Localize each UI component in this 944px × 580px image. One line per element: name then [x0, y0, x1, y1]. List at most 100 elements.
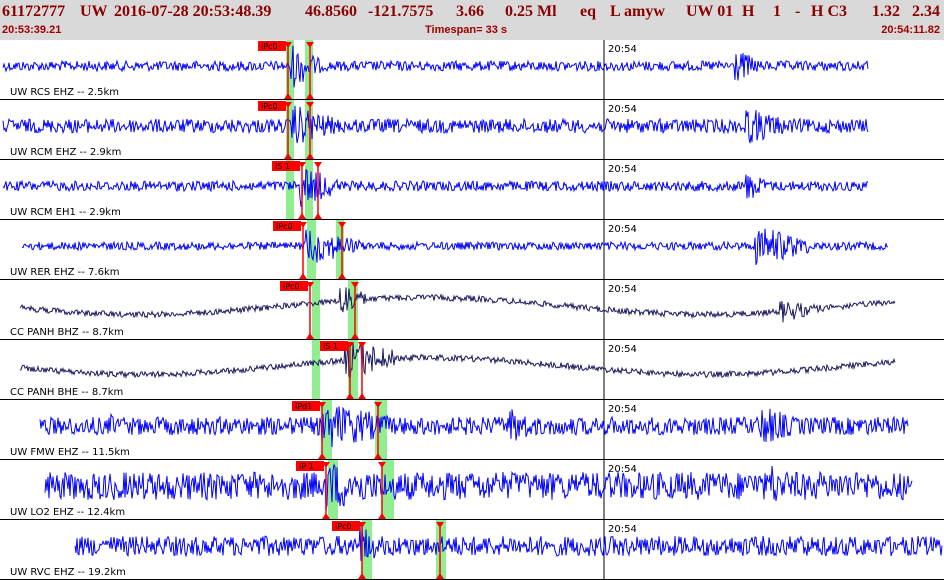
pick-window-band	[348, 340, 358, 400]
pick-arrow-icon	[374, 402, 382, 408]
event-id: 61172777	[2, 3, 66, 20]
pick-arrow-icon	[338, 273, 346, 279]
pick-arrow-icon	[306, 102, 314, 108]
seismogram-canvas[interactable]: iPc0 20:54 UW RCS EHZ -- 2.5km iPc0 20:54 UW …	[0, 40, 944, 580]
pick-window-band	[312, 340, 320, 400]
station-label: UW LO2 EHZ -- 12.4km	[10, 507, 125, 518]
pick-arrow-icon	[358, 342, 366, 348]
event-magnitude: 0.25 Ml	[505, 3, 557, 20]
event-dash: -	[795, 3, 801, 20]
seismogram-panel[interactable]: iPc0 20:54 UW RCS EHZ -- 2.5km iPc0 20:54 UW …	[0, 40, 944, 580]
event-hc: H C3	[811, 3, 847, 20]
pick-window-band	[286, 100, 294, 160]
event-flag: L	[610, 3, 621, 20]
event-value-1: 1.32	[872, 3, 900, 20]
waveform-trace	[19, 287, 896, 323]
event-value-2: 2.34	[912, 3, 940, 20]
time-tick-label: 20:54	[608, 44, 637, 55]
waveform-trace	[19, 341, 896, 379]
timespan: Timespan= 33 s	[425, 24, 508, 36]
trace-row[interactable]: iPc0 20:54 UW RCM EHZ -- 2.9km	[0, 100, 944, 160]
pick-label: iS 1	[323, 342, 338, 351]
time-tick-label: 20:54	[608, 224, 637, 235]
pick-label-box[interactable]	[280, 281, 308, 291]
pick-arrow-icon	[318, 453, 326, 459]
event-author: amyw	[624, 3, 665, 20]
pick-label: iPc0	[335, 522, 352, 531]
pick-label: iS 1	[275, 162, 290, 171]
pick-arrow-icon	[314, 213, 322, 219]
pick-label-box[interactable]	[258, 41, 286, 51]
event-type: eq	[580, 3, 596, 20]
pick-arrow-icon	[378, 513, 386, 519]
pick-arrow-icon	[284, 93, 292, 99]
pick-label-box[interactable]	[273, 221, 301, 231]
pick-label: iPc0	[261, 102, 278, 111]
waveform-trace	[2, 105, 869, 144]
trace-row[interactable]: iPd1 20:54 UW FMW EHZ -- 11.5km	[0, 400, 944, 460]
event-network: UW	[80, 3, 108, 20]
waveform-trace	[74, 524, 943, 561]
trace-row[interactable]: iPc0 20:54 UW RER EHZ -- 7.6km	[0, 220, 944, 280]
pick-arrow-icon	[358, 393, 366, 399]
waveform-trace	[44, 463, 913, 510]
pick-label-box[interactable]	[332, 521, 360, 531]
trace-row[interactable]: iPc0 20:54 UW RVC EHZ -- 19.2km	[0, 520, 944, 580]
pick-label: iPc0	[276, 222, 293, 231]
station-label: UW RCS EHZ -- 2.5km	[10, 87, 119, 98]
pick-arrow-icon	[436, 522, 444, 528]
station-label: UW FMW EHZ -- 11.5km	[10, 447, 130, 458]
pick-label-box[interactable]	[320, 341, 348, 351]
pick-label-box[interactable]	[258, 101, 286, 111]
pick-arrow-icon	[351, 282, 359, 288]
time-tick-label: 20:54	[608, 344, 637, 355]
station-label: UW RCM EHZ -- 2.9km	[10, 147, 121, 158]
trace-row[interactable]: iPc0 20:54 UW RCS EHZ -- 2.5km	[0, 40, 944, 100]
event-h: H	[742, 3, 755, 20]
pick-arrow-icon	[306, 42, 314, 48]
event-header: 61172777 UW 2016-07-28 20:53:48.39 46.85…	[0, 0, 944, 40]
pick-window-band	[322, 400, 332, 460]
pick-label: iPd1	[295, 402, 312, 411]
station-label: UW RER EHZ -- 7.6km	[10, 267, 119, 278]
pick-arrow-icon	[322, 513, 330, 519]
event-longitude: -121.7575	[368, 3, 434, 20]
pick-arrow-icon	[378, 462, 386, 468]
trace-row[interactable]: iS 1 20:54 UW RCM EH1 -- 2.9km	[0, 160, 944, 220]
pick-label: iPc0	[261, 42, 278, 51]
pick-label: iP 1	[299, 462, 314, 471]
waveform-trace	[2, 45, 869, 88]
event-latitude: 46.8560	[305, 3, 357, 20]
trace-row[interactable]: iP 1 20:54 UW LO2 EHZ -- 12.4km	[0, 460, 944, 520]
time-tick-label: 20:54	[608, 524, 637, 535]
start-time: 20:53:39.21	[2, 24, 62, 36]
pick-arrow-icon	[346, 393, 354, 399]
station-label: CC PANH BHZ -- 8.7km	[10, 327, 124, 338]
event-depth: 3.66	[456, 3, 484, 20]
station-label: CC PANH BHE -- 8.7km	[10, 387, 123, 398]
pick-label-box[interactable]	[296, 461, 324, 471]
time-tick-label: 20:54	[608, 104, 637, 115]
pick-window-band	[436, 520, 446, 580]
time-tick-label: 20:54	[608, 164, 637, 175]
pick-arrow-icon	[299, 273, 307, 279]
pick-window-band	[328, 460, 338, 520]
pick-label-box[interactable]	[272, 161, 300, 171]
pick-arrow-icon	[338, 222, 346, 228]
event-datetime: 2016-07-28 20:53:48.39	[114, 3, 272, 20]
trace-row[interactable]: iS 1 20:54 CC PANH BHE -- 8.7km	[0, 340, 944, 400]
pick-window-band	[375, 400, 387, 460]
pick-window-band	[312, 280, 320, 340]
pick-window-band	[336, 220, 344, 280]
pick-arrow-icon	[284, 153, 292, 159]
time-tick-label: 20:54	[608, 404, 637, 415]
pick-arrow-icon	[314, 162, 322, 168]
pick-arrow-icon	[306, 153, 314, 159]
trace-row[interactable]: iPc0 20:54 CC PANH BHZ -- 8.7km	[0, 280, 944, 340]
event-source: UW 01	[686, 3, 734, 20]
pick-label-box[interactable]	[292, 401, 320, 411]
event-summary-line: 61172777 UW 2016-07-28 20:53:48.39 46.85…	[2, 1, 942, 23]
pick-arrow-icon	[306, 93, 314, 99]
station-label: UW RVC EHZ -- 19.2km	[10, 567, 126, 578]
waveform-trace	[22, 228, 888, 265]
